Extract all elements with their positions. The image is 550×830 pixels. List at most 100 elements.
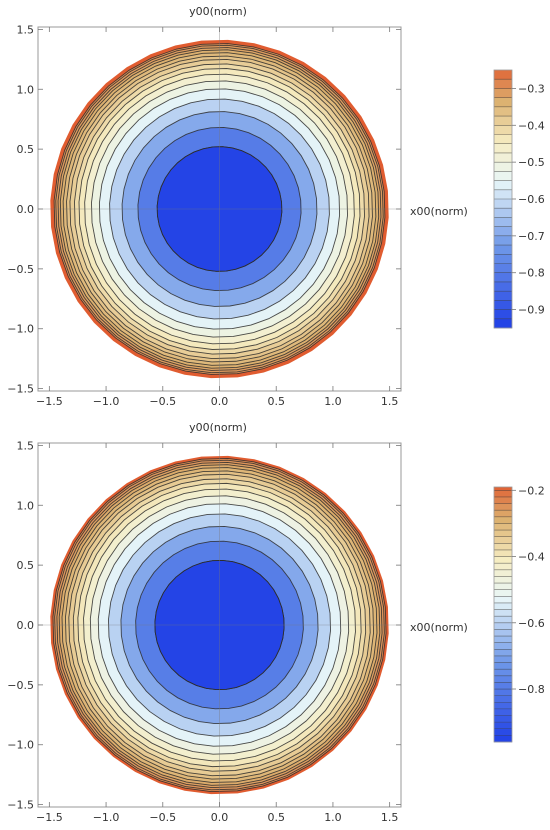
colorbar-tick-label: −0.8 [518,683,545,696]
x-tick-label: −0.5 [149,811,176,824]
colorbar-band [494,496,512,504]
colorbar-band [494,263,512,274]
colorbar-tick-label: −0.4 [518,551,545,564]
colorbar-band [494,616,512,624]
colorbar-band [494,669,512,677]
y-tick-label: −1.5 [7,799,34,812]
colorbar-band [494,728,512,736]
colorbar-band [494,254,512,264]
colorbar-band [494,536,512,544]
x-tick-label: 0.0 [211,811,229,824]
x-tick-label: 0.0 [211,395,229,408]
colorbar-band [494,576,512,584]
y-tick-label: 0.5 [17,559,35,572]
colorbar-band [494,235,512,246]
colorbar-band [494,543,512,551]
y-tick-label: −0.5 [7,263,34,276]
y-tick-label: 0.0 [17,203,35,216]
colorbar-tick-label: −0.8 [518,267,545,280]
colorbar-band [494,530,512,537]
colorbar-tick-label: −0.6 [518,193,545,206]
colorbar-band [494,655,512,663]
y-tick-label: −1.0 [7,323,34,336]
y-tick-label: −0.5 [7,679,34,692]
colorbar-band [494,589,512,597]
colorbar-tick-label: −0.5 [518,156,545,169]
colorbar-band [494,609,512,617]
colorbar-band [494,490,512,498]
colorbar-band [494,503,512,511]
y-tick-label: −1.5 [7,383,34,396]
y-axis-label: y00(norm) [189,421,247,434]
colorbar-band [494,695,512,703]
colorbar-band [494,702,512,710]
colorbar-band [494,245,512,255]
colorbar-band [494,649,512,657]
y-tick-label: 1.5 [17,439,35,452]
colorbar-tick-label: −0.9 [518,304,545,317]
colorbar-band [494,217,512,227]
colorbar-band [494,715,512,723]
x-axis-label: x00(norm) [410,205,468,218]
colorbar-band [494,309,512,320]
y-tick-label: 0.5 [17,143,35,156]
colorbar-band [494,708,512,716]
colorbar-frame [493,486,513,743]
x-tick-label: 1.0 [324,811,342,824]
colorbar-band [494,629,512,637]
x-tick-label: 1.0 [324,395,342,408]
y-tick-label: 1.5 [17,23,35,36]
y-axis-label: y00(norm) [189,5,247,18]
colorbar-band [494,125,512,135]
colorbar-band [494,622,512,630]
colorbar-tick-label: −0.4 [518,119,545,132]
contour-panel-bottom: y00(norm) x00(norm) −1.5 −1.0 −0.5 0.0 0.5 1.… [7,421,544,824]
y-tick-label: 1.0 [17,83,35,96]
colorbar-band [494,79,512,89]
colorbar-band [494,189,512,200]
colorbar-band [494,602,512,610]
colorbar-band [494,636,512,643]
colorbar-band [494,180,512,191]
x-tick-label: 1.5 [381,811,399,824]
x-axis-label: x00(norm) [410,621,468,634]
colorbar-band [494,134,512,145]
colorbar-band [494,152,512,163]
colorbar-band [494,510,512,518]
colorbar-tick-label: −0.2 [518,484,545,497]
colorbar-band [494,199,512,209]
colorbar-band [494,88,512,98]
y-tick-label: 0.0 [17,619,35,632]
colorbar-tick-label: −0.7 [518,230,545,243]
colorbar-band [494,208,512,218]
x-tick-label: 1.5 [381,395,399,408]
colorbar-band [494,281,512,292]
colorbar-band [494,171,512,181]
colorbar-band [494,682,512,690]
colorbar-band [494,300,512,310]
x-tick-label: 0.5 [267,395,285,408]
x-tick-label: −1.0 [93,395,120,408]
colorbar-band [494,569,512,577]
x-tick-label: −0.5 [149,395,176,408]
colorbar-band [494,563,512,571]
colorbar-band [494,97,512,108]
colorbar-band [494,318,512,329]
colorbar-band [494,272,512,283]
colorbar-band [494,596,512,604]
colorbar-band [494,291,512,301]
x-tick-label: −1.5 [36,811,63,824]
x-tick-label: −1.0 [93,811,120,824]
colorbar-band [494,106,512,117]
colorbar-band [494,556,512,564]
x-tick-label: −1.5 [36,395,63,408]
colorbar-band [494,70,512,80]
colorbar-band [494,583,512,590]
colorbar-band [494,675,512,683]
colorbar-band [494,662,512,670]
colorbar-band [494,226,512,237]
x-tick-label: 0.5 [267,811,285,824]
y-tick-label: 1.0 [17,499,35,512]
colorbar-band [494,722,512,730]
